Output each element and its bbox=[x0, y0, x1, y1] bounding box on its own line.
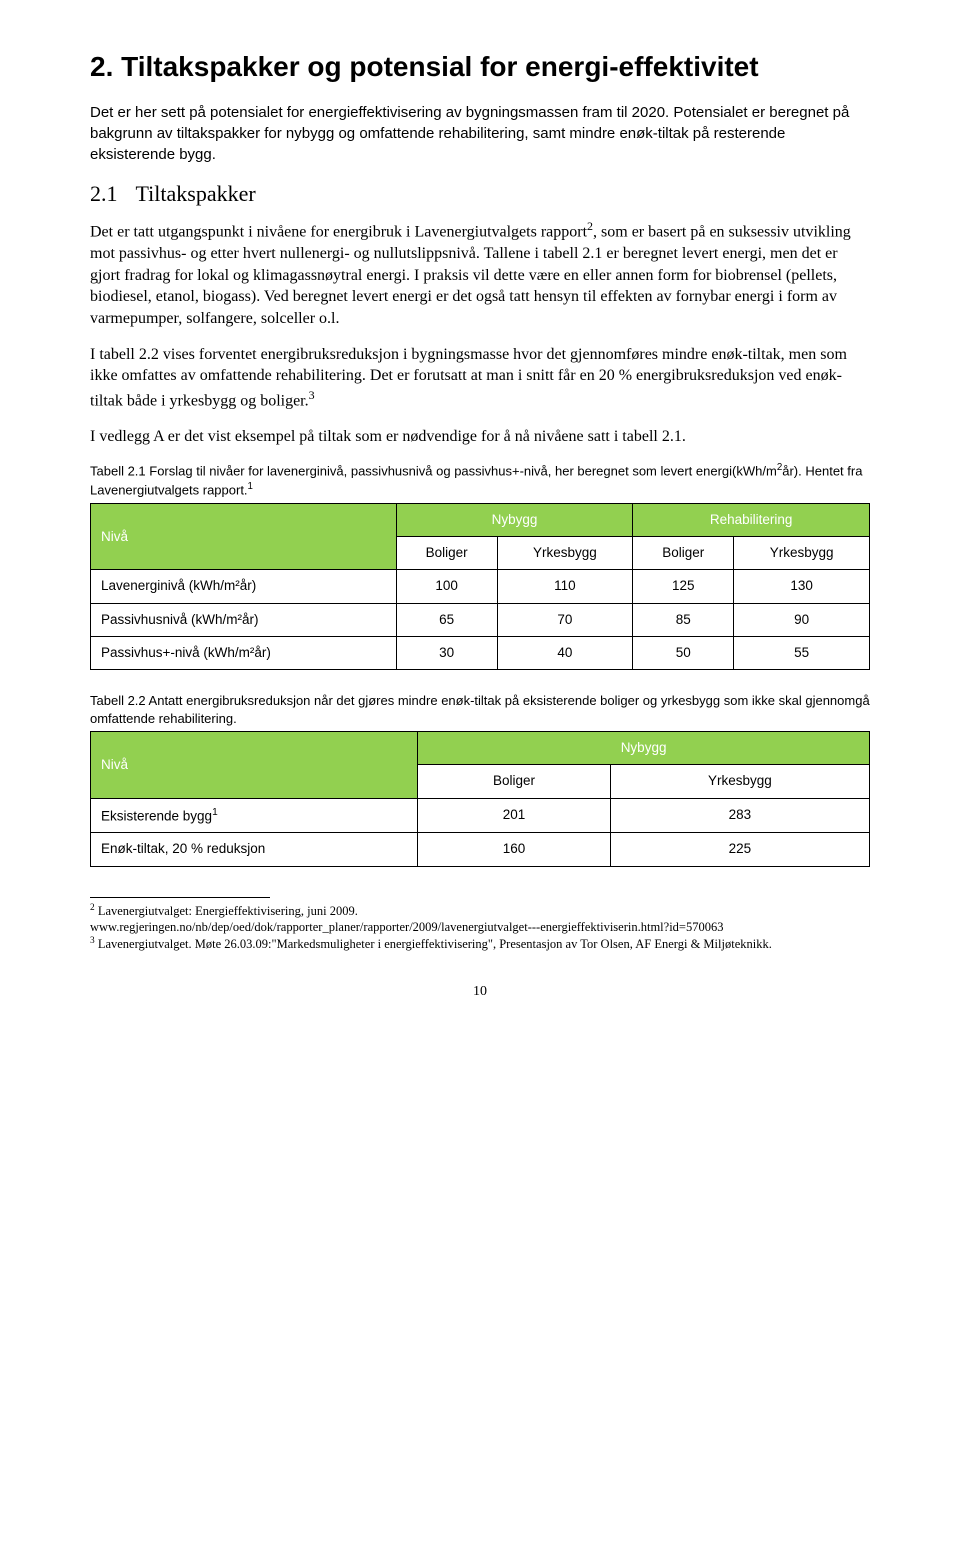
table1-r0-label: Lavenerginivå (kWh/m²år) bbox=[91, 570, 397, 603]
subsection-title: Tiltakspakker bbox=[136, 181, 256, 206]
table1-caption-sup2: 1 bbox=[248, 481, 253, 492]
footnote-2: 2 Lavenergiutvalget: Energieffektiviseri… bbox=[90, 902, 870, 936]
table2-caption: Tabell 2.2 Antatt energibruksreduksjon n… bbox=[90, 692, 870, 727]
paragraph-2: I tabell 2.2 vises forventet energibruks… bbox=[90, 344, 870, 412]
table2-header-row: Nivå Nybygg bbox=[91, 732, 870, 765]
footnote-3: 3 Lavenergiutvalget. Møte 26.03.09:"Mark… bbox=[90, 935, 870, 952]
subsection-number: 2.1 bbox=[90, 179, 118, 209]
table1-r0-v0: 100 bbox=[396, 570, 497, 603]
paragraph-1: Det er tatt utgangspunkt i nivåene for e… bbox=[90, 218, 870, 329]
subsection-heading: 2.1 Tiltakspakker bbox=[90, 179, 870, 209]
table1-r1-v1: 70 bbox=[497, 603, 633, 636]
table1-caption-a: Tabell 2.1 Forslag til nivåer for lavene… bbox=[90, 464, 777, 479]
footnote-2-text-a: Lavenergiutvalget: Energieffektivisering… bbox=[95, 904, 358, 918]
table-row: Lavenerginivå (kWh/m²år) 100 110 125 130 bbox=[91, 570, 870, 603]
table1-r1-v2: 85 bbox=[633, 603, 734, 636]
table1-r2-v1: 40 bbox=[497, 636, 633, 669]
table-1: Nivå Nybygg Rehabilitering Boliger Yrkes… bbox=[90, 503, 870, 670]
table2-r0-v0: 201 bbox=[418, 798, 611, 833]
paragraph-3: I vedlegg A er det vist eksempel på tilt… bbox=[90, 426, 870, 448]
table2-h-niva: Nivå bbox=[91, 732, 418, 798]
table1-r0-v2: 125 bbox=[633, 570, 734, 603]
table2-sh-yrkes: Yrkesbygg bbox=[610, 765, 869, 798]
footnotes: 2 Lavenergiutvalget: Energieffektiviseri… bbox=[90, 902, 870, 953]
table2-r1-v0: 160 bbox=[418, 833, 611, 866]
footnote-ref-3: 3 bbox=[309, 388, 315, 402]
table2-r0-label: Eksisterende bygg1 bbox=[91, 798, 418, 833]
intro-paragraph: Det er her sett på potensialet for energ… bbox=[90, 102, 870, 165]
para1-text-a: Det er tatt utgangspunkt i nivåene for e… bbox=[90, 224, 587, 241]
table1-sh-boliger1: Boliger bbox=[396, 537, 497, 570]
table1-sh-yrkes1: Yrkesbygg bbox=[497, 537, 633, 570]
table-row: Enøk-tiltak, 20 % reduksjon 160 225 bbox=[91, 833, 870, 866]
footnote-2-text-b: www.regjeringen.no/nb/dep/oed/dok/rappor… bbox=[90, 920, 723, 934]
table2-r0-label-sup: 1 bbox=[212, 807, 218, 818]
table1-r2-label: Passivhus+-nivå (kWh/m²år) bbox=[91, 636, 397, 669]
para2-text: I tabell 2.2 vises forventet energibruks… bbox=[90, 346, 847, 410]
table1-r1-label: Passivhusnivå (kWh/m²år) bbox=[91, 603, 397, 636]
table1-h-niva: Nivå bbox=[91, 504, 397, 570]
table1-header-row: Nivå Nybygg Rehabilitering bbox=[91, 504, 870, 537]
table1-r1-v0: 65 bbox=[396, 603, 497, 636]
footnote-3-text: Lavenergiutvalget. Møte 26.03.09:"Marked… bbox=[95, 937, 772, 951]
table2-sh-boliger: Boliger bbox=[418, 765, 611, 798]
footnote-separator bbox=[90, 897, 270, 898]
page-number: 10 bbox=[90, 983, 870, 1002]
table-row: Passivhusnivå (kWh/m²år) 65 70 85 90 bbox=[91, 603, 870, 636]
table-row: Eksisterende bygg1 201 283 bbox=[91, 798, 870, 833]
table1-r2-v3: 55 bbox=[734, 636, 870, 669]
table2-r1-label: Enøk-tiltak, 20 % reduksjon bbox=[91, 833, 418, 866]
table1-sh-yrkes2: Yrkesbygg bbox=[734, 537, 870, 570]
table1-h-nybygg: Nybygg bbox=[396, 504, 633, 537]
table1-r2-v0: 30 bbox=[396, 636, 497, 669]
table1-r1-v3: 90 bbox=[734, 603, 870, 636]
table1-caption: Tabell 2.1 Forslag til nivåer for lavene… bbox=[90, 461, 870, 499]
table-row: Passivhus+-nivå (kWh/m²år) 30 40 50 55 bbox=[91, 636, 870, 669]
table2-r1-v1: 225 bbox=[610, 833, 869, 866]
table1-sh-boliger2: Boliger bbox=[633, 537, 734, 570]
table-2: Nivå Nybygg Boliger Yrkesbygg Eksisteren… bbox=[90, 731, 870, 866]
table2-r0-v1: 283 bbox=[610, 798, 869, 833]
table1-r2-v2: 50 bbox=[633, 636, 734, 669]
table1-r0-v1: 110 bbox=[497, 570, 633, 603]
table2-r0-label-a: Eksisterende bygg bbox=[101, 808, 212, 823]
table2-h-nybygg: Nybygg bbox=[418, 732, 870, 765]
table1-r0-v3: 130 bbox=[734, 570, 870, 603]
table1-h-rehab: Rehabilitering bbox=[633, 504, 870, 537]
section-heading: 2. Tiltakspakker og potensial for energi… bbox=[90, 50, 870, 84]
